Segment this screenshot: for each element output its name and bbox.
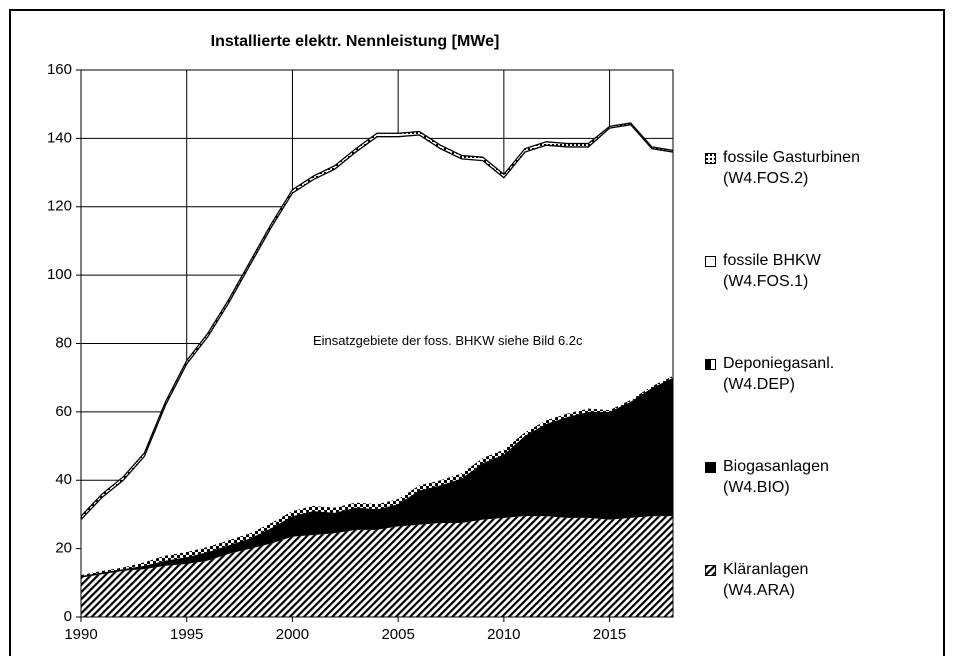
legend-label: Deponiegasanl. (W4.DEP) [723, 355, 835, 393]
frame [9, 9, 945, 656]
area [81, 124, 673, 575]
y-tick-label: 0 [64, 608, 72, 625]
x-tick-label: 2015 [593, 626, 626, 643]
area-edge [80, 122, 674, 517]
legend-item: fossile Gasturbinen (W4.FOS.2) [705, 147, 860, 189]
y-tick-label: 140 [47, 129, 72, 146]
legend-item: Deponiegasanl. (W4.DEP) [705, 353, 834, 395]
x-tick-label: 1990 [64, 626, 97, 643]
y-tick-label: 20 [55, 540, 72, 557]
chart-title: Installierte elektr. Nennleistung [MWe] [211, 33, 500, 50]
area-edge [80, 124, 674, 521]
plot-frame [80, 69, 674, 618]
area [81, 516, 673, 617]
legend-item: Biogasanlagen (W4.BIO) [705, 456, 829, 498]
legend-swatch [705, 153, 716, 164]
x-tick-label: 2010 [487, 626, 520, 643]
legend-label: Kläranlagen (W4.ARA) [723, 561, 809, 599]
area [81, 377, 673, 578]
legend-swatch [705, 462, 716, 473]
legend-label: fossile Gasturbinen (W4.FOS.2) [723, 149, 860, 187]
x-tick-label: 2000 [276, 626, 309, 643]
legend-label: fossile BHKW (W4.FOS.1) [723, 252, 821, 290]
y-tick-label: 120 [47, 198, 72, 215]
legend-swatch [705, 256, 716, 267]
y-tick-label: 60 [55, 403, 72, 420]
legend-swatch [705, 359, 716, 370]
y-tick-label: 160 [47, 61, 72, 78]
legend-swatch [705, 565, 716, 576]
annotation: Einsatzgebiete der foss. BHKW siehe Bild… [313, 333, 583, 348]
legend-label: Biogasanlagen (W4.BIO) [723, 458, 829, 496]
legend-item: Kläranlagen (W4.ARA) [705, 559, 808, 601]
x-tick-label: 2005 [381, 626, 414, 643]
y-tick-label: 100 [47, 266, 72, 283]
y-tick-label: 40 [55, 471, 72, 488]
y-tick-label: 80 [55, 334, 72, 351]
x-tick-label: 1995 [170, 626, 203, 643]
legend-item: fossile BHKW (W4.FOS.1) [705, 250, 821, 292]
